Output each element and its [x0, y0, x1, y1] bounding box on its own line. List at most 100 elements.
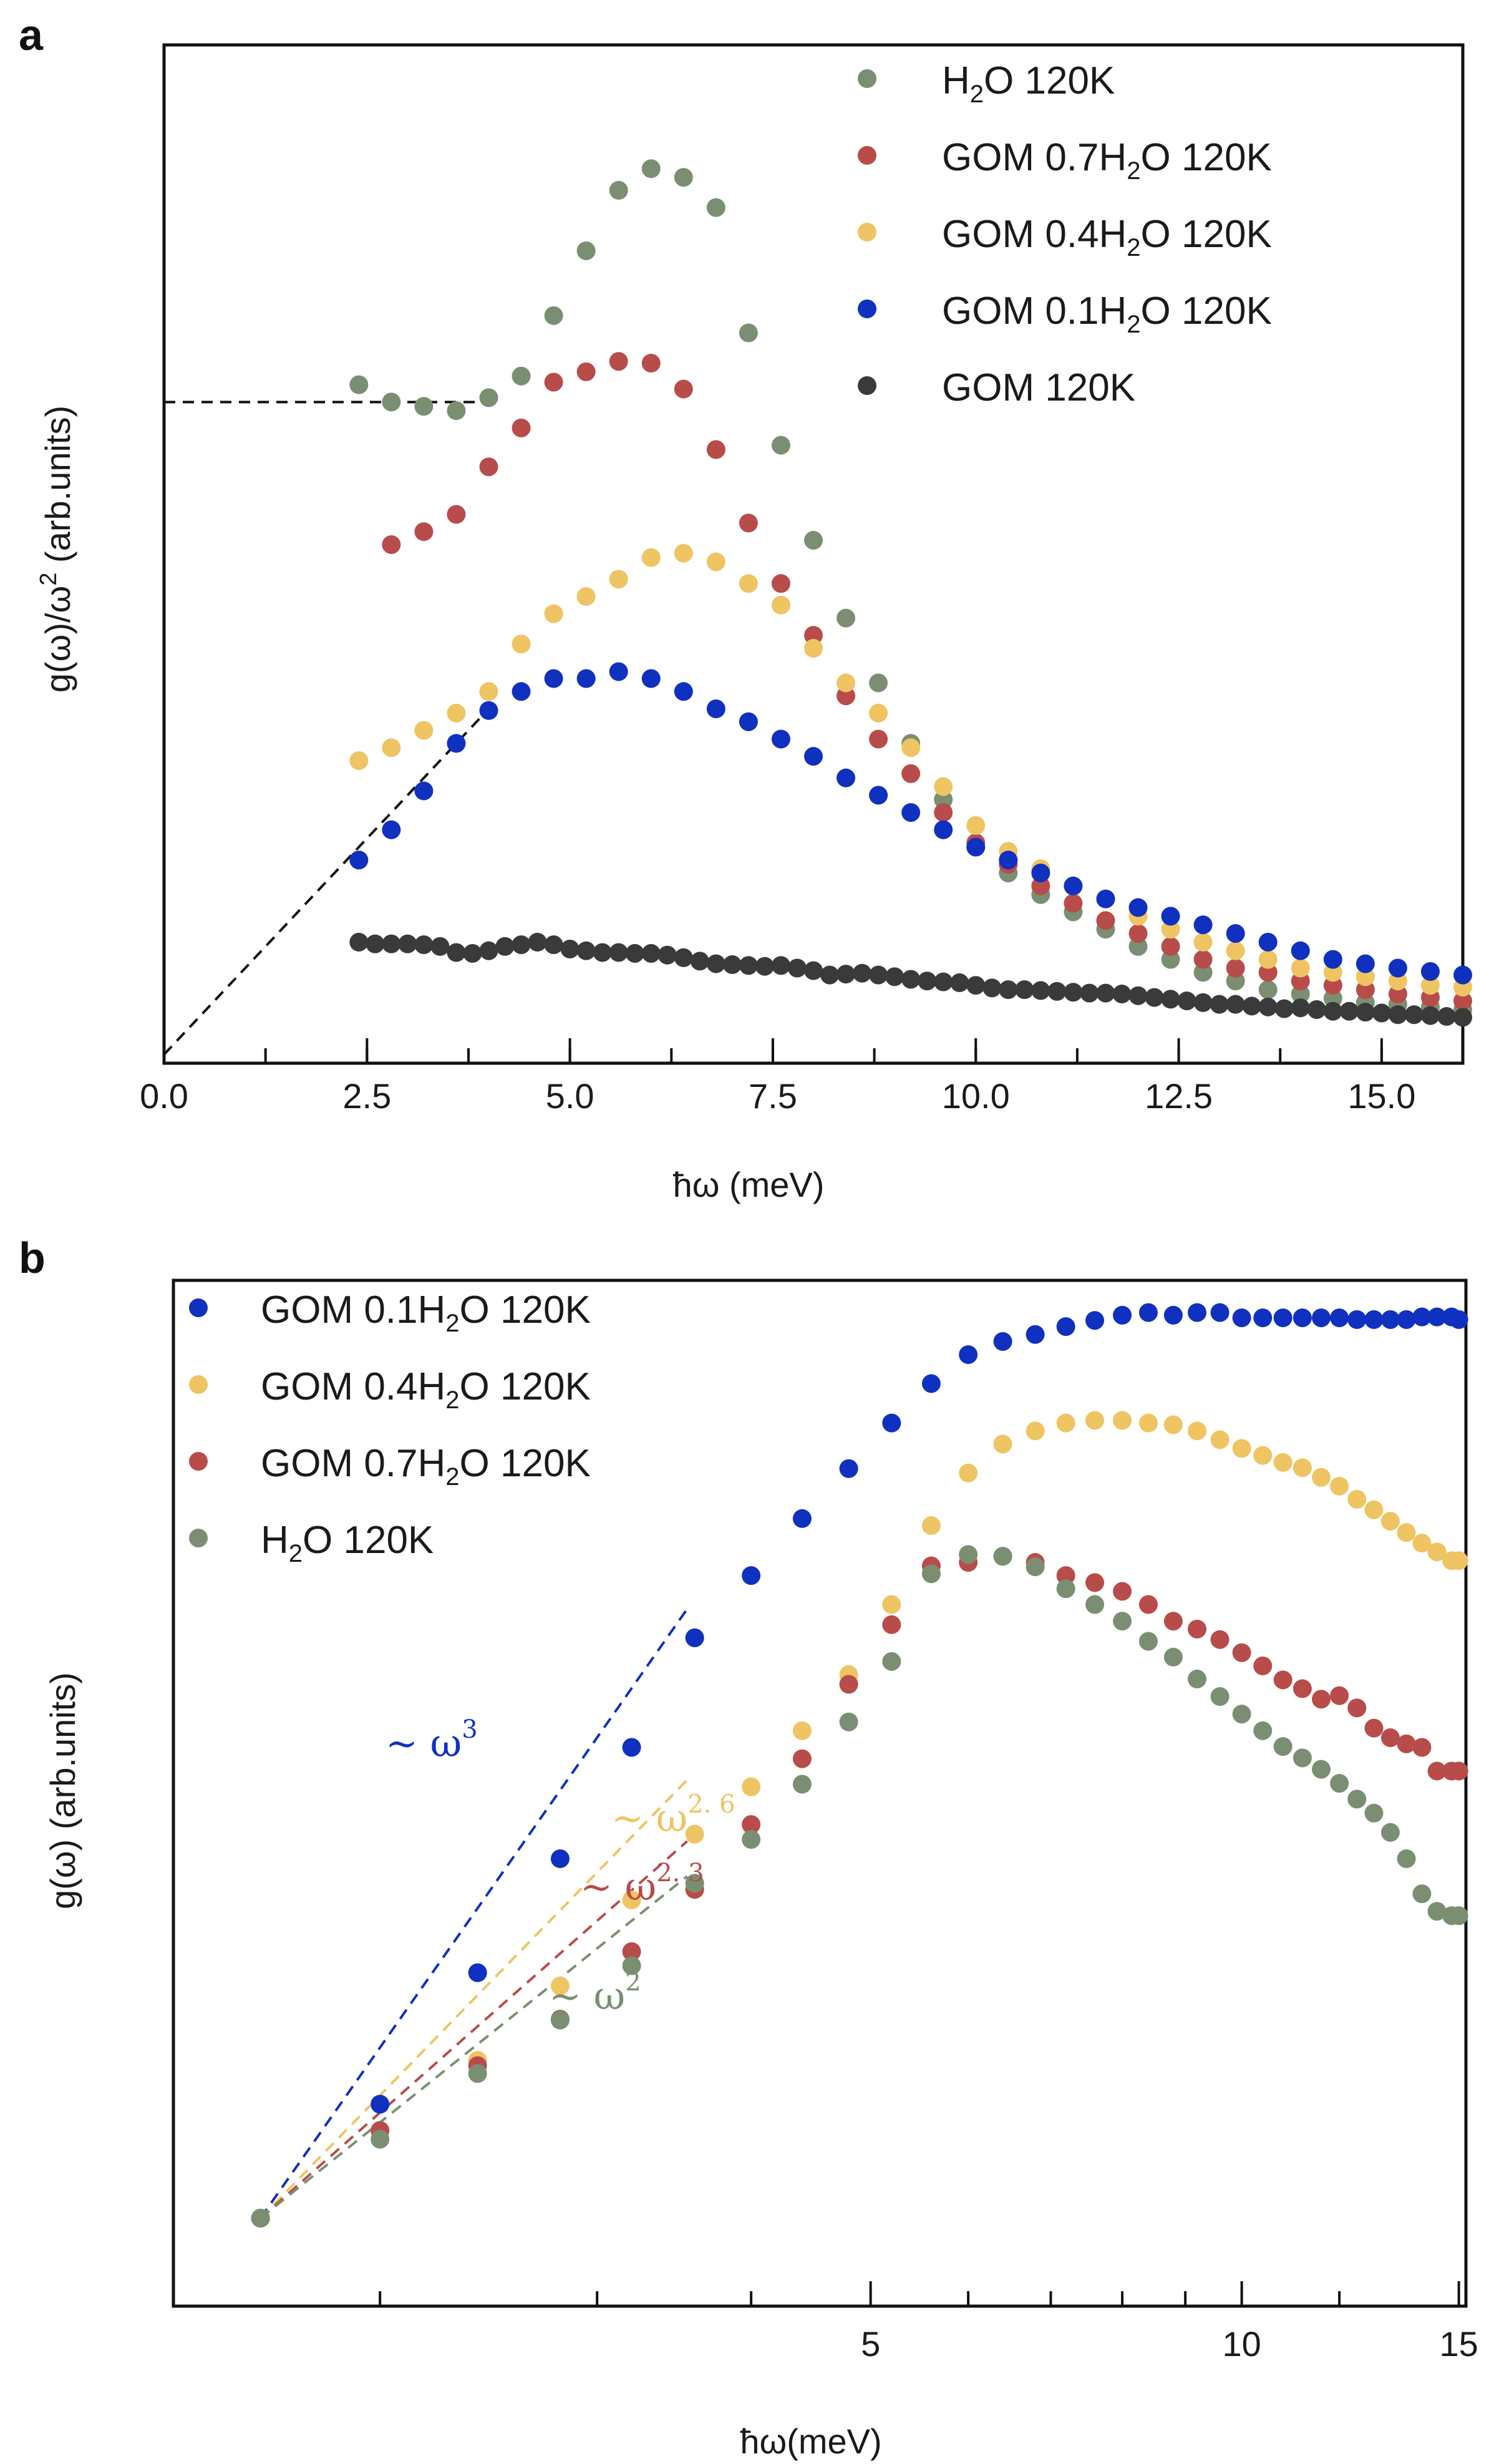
data-point [371, 2130, 390, 2149]
data-point [1274, 999, 1294, 1018]
data-point [934, 777, 953, 796]
data-point [742, 1830, 761, 1849]
data-point [1427, 1307, 1447, 1327]
data-point [1330, 1774, 1349, 1793]
data-point [349, 932, 369, 952]
legend-label: GOM 120K [942, 366, 1135, 409]
data-point [641, 548, 661, 567]
data-point [804, 639, 823, 658]
legend-marker [858, 223, 876, 241]
data-point [382, 392, 401, 412]
data-point [447, 703, 466, 723]
data-point [1437, 1007, 1456, 1026]
data-point [1449, 1761, 1468, 1781]
data-point [959, 1545, 978, 1564]
data-point [1412, 1307, 1432, 1327]
data-point [771, 595, 790, 615]
data-point [1161, 950, 1180, 969]
data-point [1397, 1523, 1416, 1542]
data-point [1453, 965, 1472, 985]
data-point [1163, 1305, 1183, 1325]
x-tick-label: 0.0 [140, 1076, 188, 1116]
data-point [1128, 986, 1148, 1005]
data-point [706, 699, 725, 718]
data-point [550, 1976, 570, 1995]
legend-item: GOM 0.1H2O 120K [189, 1288, 591, 1337]
data-point [1380, 1823, 1400, 1842]
data-point [882, 1595, 901, 1614]
data-points-a [349, 159, 1472, 1027]
x-tick-label: 7.5 [749, 1076, 797, 1116]
data-point [722, 955, 742, 974]
data-point [1347, 1790, 1367, 1809]
data-point [1330, 1476, 1349, 1496]
data-point [1427, 1902, 1447, 1921]
y-axis-title-a: g(ω)/ω2 (arb.units) [36, 406, 77, 693]
data-point [1311, 1760, 1331, 1779]
data-point [993, 1547, 1012, 1566]
legend-marker [189, 1452, 208, 1471]
data-point [414, 397, 434, 416]
data-point [1258, 932, 1278, 952]
data-point [921, 1564, 941, 1584]
data-point [1193, 993, 1213, 1012]
x-tick-label: 10.0 [942, 1076, 1010, 1116]
data-point [1372, 1003, 1391, 1023]
data-point [742, 1815, 761, 1834]
legend-label: GOM 0.7H2O 120K [942, 136, 1272, 185]
data-point [1210, 1630, 1230, 1649]
data-point [685, 1874, 704, 1893]
legend-marker [858, 376, 876, 395]
data-point [1364, 1803, 1384, 1823]
data-point [382, 820, 401, 839]
data-point [804, 530, 823, 550]
data-point [1161, 920, 1180, 939]
data-points-b [251, 1303, 1468, 2228]
series-a-h-o-120k [349, 159, 1472, 1019]
x-tick-label: 15.0 [1347, 1076, 1415, 1116]
data-point [495, 937, 515, 956]
data-point [755, 957, 774, 976]
data-point [512, 935, 531, 955]
data-point [1096, 889, 1115, 908]
data-point [934, 803, 953, 822]
data-point [550, 1849, 570, 1868]
data-point [739, 956, 758, 975]
data-point [349, 375, 369, 394]
data-point [1380, 1728, 1400, 1748]
fit-lines-b [259, 1608, 689, 2219]
data-point [869, 729, 888, 749]
legend-a: H2O 120K GOM 0.7H2O 120K GOM 0.4H2O 120K GO… [858, 59, 1272, 409]
data-point [609, 352, 628, 371]
data-point [999, 980, 1018, 1000]
data-point [792, 1509, 812, 1528]
data-point [447, 734, 466, 753]
data-point [1253, 1446, 1273, 1465]
data-point [1323, 1001, 1342, 1021]
data-point [622, 1890, 641, 1909]
fit-omega-2 [260, 1875, 688, 2219]
data-point [1323, 950, 1342, 969]
legend-marker [189, 1375, 208, 1394]
legend-item: GOM 0.4H2O 120K [189, 1365, 591, 1414]
data-point [1242, 996, 1261, 1016]
data-point [1427, 1761, 1447, 1781]
data-point [739, 574, 758, 593]
power-law-annotations-b: ~ ω3 ~ ω2. 6 ~ ω2. 3 ~ ω2 [386, 1715, 735, 2018]
data-point [1273, 1737, 1293, 1756]
series-a-gom-0-1h-o-120k [349, 662, 1472, 985]
data-point [1226, 971, 1245, 991]
data-point [512, 682, 531, 701]
data-point [706, 198, 725, 217]
data-point [1347, 1489, 1367, 1509]
data-point [1163, 1647, 1183, 1667]
data-point [479, 941, 498, 960]
data-point [1323, 963, 1342, 982]
data-point [1113, 1411, 1132, 1430]
data-point [966, 976, 986, 995]
legend-label: H2O 120K [942, 59, 1115, 108]
x-axis-title-b: ħω(meV) [740, 2422, 881, 2461]
data-point [1193, 932, 1213, 952]
data-point [1420, 976, 1440, 995]
